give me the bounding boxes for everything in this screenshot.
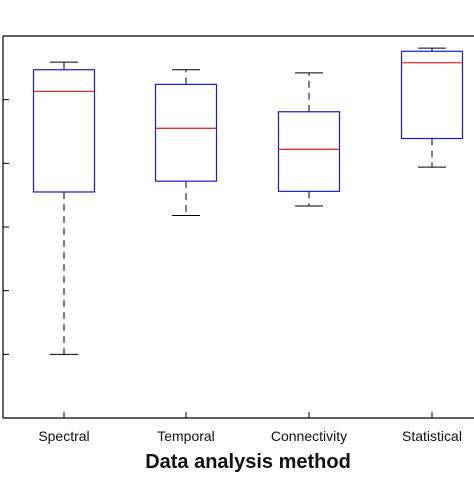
- iqr-box: [277, 111, 341, 192]
- x-tick-label-statistical: Statistical: [402, 428, 462, 444]
- box-spectral: [32, 61, 96, 355]
- iqr-box: [154, 83, 218, 182]
- box-connectivity: [277, 72, 341, 207]
- x-tick-label-connectivity: Connectivity: [271, 428, 347, 444]
- box-temporal: [154, 69, 218, 217]
- x-tick-label-spectral: Spectral: [38, 428, 89, 444]
- axis-labels: Data analysis method Spectral Temporal Con…: [38, 428, 462, 473]
- x-tick-label-temporal: Temporal: [157, 428, 215, 444]
- axes: [2, 35, 474, 419]
- box-statistical: [400, 47, 464, 168]
- iqr-box: [32, 69, 96, 193]
- x-axis-label: Data analysis method: [145, 451, 351, 473]
- plot-area: [32, 47, 464, 355]
- iqr-box: [400, 50, 464, 140]
